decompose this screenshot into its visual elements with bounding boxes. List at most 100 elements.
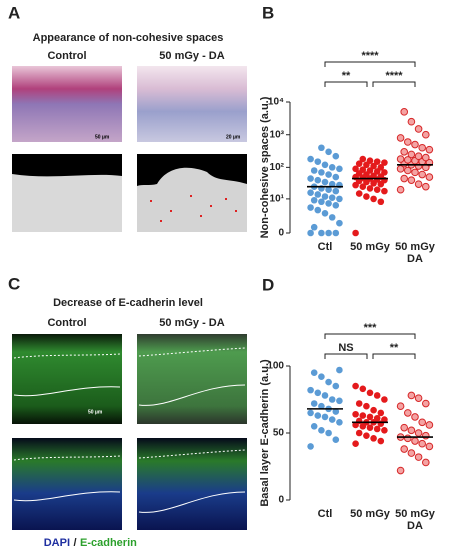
data-point xyxy=(352,382,359,390)
data-point xyxy=(336,418,343,426)
data-point xyxy=(336,219,343,227)
data-point xyxy=(355,400,363,407)
y-tick-label: 10³ xyxy=(270,129,285,140)
data-point xyxy=(381,187,388,195)
data-point xyxy=(336,366,343,374)
data-point xyxy=(414,453,423,461)
data-point xyxy=(400,445,409,453)
significance-bracket xyxy=(324,353,368,359)
data-point xyxy=(332,408,340,415)
column-label: 50 mGy - DA xyxy=(159,317,224,329)
data-point xyxy=(373,414,381,422)
data-point xyxy=(363,402,370,410)
data-point xyxy=(332,382,340,390)
legend-label: E-cadherin xyxy=(80,537,137,549)
micrograph xyxy=(12,438,122,530)
data-point xyxy=(407,391,416,400)
data-point xyxy=(307,204,314,211)
data-point xyxy=(373,392,381,399)
data-point xyxy=(325,200,332,207)
data-point xyxy=(418,418,427,427)
panel-label: A xyxy=(8,3,20,22)
data-point xyxy=(366,185,374,192)
data-point xyxy=(381,159,388,166)
data-point xyxy=(332,173,340,181)
significance-bracket xyxy=(372,353,416,359)
data-point xyxy=(418,170,427,179)
data-point xyxy=(336,165,343,173)
significance-bracket xyxy=(324,81,368,87)
data-point xyxy=(355,160,363,167)
data-point xyxy=(411,140,419,149)
data-point xyxy=(381,427,388,434)
data-point xyxy=(352,165,359,173)
data-point xyxy=(336,195,343,203)
data-point xyxy=(370,172,377,180)
y-tick-label: 100 xyxy=(267,361,284,372)
data-point xyxy=(318,144,325,152)
data-point xyxy=(370,195,377,203)
data-point xyxy=(328,194,336,201)
data-point xyxy=(307,386,314,394)
data-point xyxy=(425,421,434,429)
data-point xyxy=(314,412,322,419)
legend-label: / xyxy=(73,537,76,549)
data-point xyxy=(414,394,423,402)
data-point xyxy=(359,412,367,419)
data-point xyxy=(355,429,363,437)
data-point xyxy=(370,162,377,170)
x-tick-label: Ctl xyxy=(318,241,333,253)
data-point xyxy=(418,143,427,152)
data-point xyxy=(321,161,329,169)
significance-label: *** xyxy=(364,322,378,334)
x-tick-label: Ctl xyxy=(318,508,333,520)
data-point xyxy=(318,169,325,176)
scale-bar-label: 20 µm xyxy=(226,134,241,140)
data-point xyxy=(377,164,385,171)
data-point xyxy=(422,182,430,191)
data-point xyxy=(381,396,388,403)
data-point xyxy=(400,108,409,116)
data-point xyxy=(318,427,325,434)
y-tick-label: 10² xyxy=(270,162,285,173)
y-tick-label: 10¹ xyxy=(270,194,285,205)
data-point xyxy=(411,437,419,445)
data-point xyxy=(396,185,405,194)
data-point xyxy=(332,152,340,160)
significance-bracket xyxy=(372,81,416,87)
data-point xyxy=(400,148,409,156)
data-point xyxy=(377,198,385,206)
data-point xyxy=(404,156,412,164)
data-point xyxy=(314,206,322,214)
data-point xyxy=(307,189,314,197)
x-tick-label: 50 mGy xyxy=(350,241,390,253)
micrograph xyxy=(137,66,247,142)
data-point xyxy=(314,176,322,184)
y-tick-label: 0 xyxy=(278,228,284,239)
panel-label: B xyxy=(262,3,274,22)
x-tick-label: 50 mGy DA xyxy=(395,241,435,265)
data-point xyxy=(307,409,314,417)
data-point xyxy=(414,125,423,133)
data-point xyxy=(328,416,336,423)
data-point xyxy=(422,399,430,408)
data-point xyxy=(411,413,419,421)
panel-label: D xyxy=(262,275,274,294)
data-point xyxy=(359,183,367,190)
data-point xyxy=(332,229,340,237)
data-point xyxy=(366,157,374,165)
y-tick-label: 10⁴ xyxy=(268,97,284,108)
data-point xyxy=(325,229,332,237)
data-point xyxy=(310,167,318,174)
data-point xyxy=(332,436,340,444)
data-point xyxy=(407,176,416,184)
data-point xyxy=(318,229,325,237)
y-tick-label: 0 xyxy=(278,495,284,506)
data-point xyxy=(407,426,416,435)
panel-label: C xyxy=(8,274,20,293)
scale-bar-label: 50 µm xyxy=(95,134,110,140)
panel-title: Appearance of non-cohesive spaces xyxy=(33,32,224,44)
micrograph xyxy=(137,334,247,424)
micrograph xyxy=(137,438,247,530)
data-point xyxy=(318,402,325,410)
